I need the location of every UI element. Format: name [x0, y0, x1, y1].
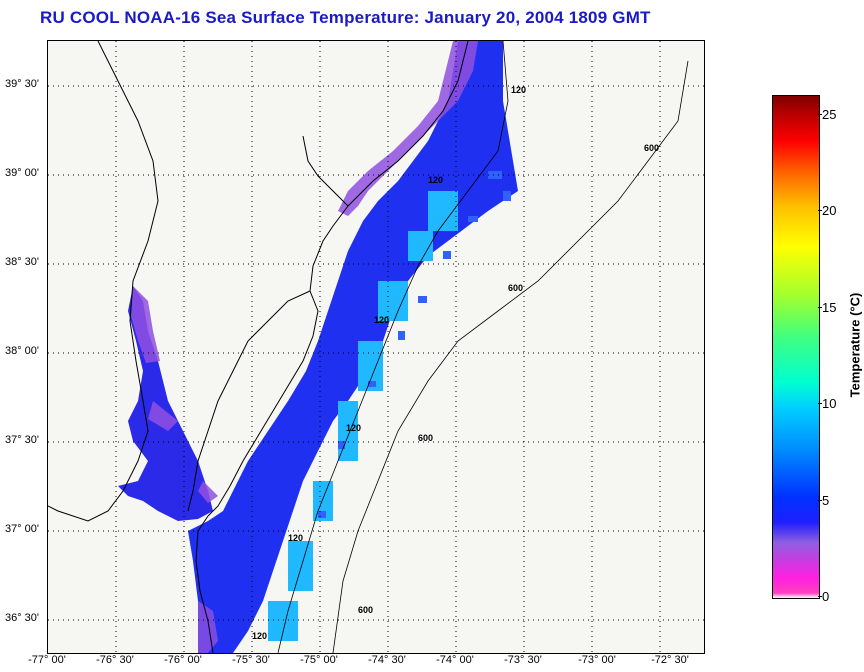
lon-label: -73° 00' — [578, 654, 616, 666]
sst-cold-fringe-bay — [131, 286, 218, 503]
isobath-label: 600 — [418, 433, 433, 443]
sst-map-canvas: 120 120 120 120 120 120 600 600 600 600 — [48, 41, 704, 653]
isobath-label: 120 — [346, 423, 361, 433]
colorbar-tick: 15 — [822, 300, 837, 315]
virginia-coast — [195, 515, 214, 653]
colorbar-tick: 25 — [822, 107, 837, 122]
isobath-labels: 120 120 120 120 120 120 600 600 600 600 — [252, 85, 659, 641]
lon-label: -74° 00' — [436, 654, 474, 666]
sst-coastal-water — [188, 41, 518, 653]
isobath-label: 600 — [644, 143, 659, 153]
sst-map: 120 120 120 120 120 120 600 600 600 600 — [47, 40, 705, 654]
colorbar-label: Temperature (°C) — [847, 292, 863, 398]
lon-label: -77° 00' — [28, 654, 66, 666]
lon-label: -76° 30' — [96, 654, 134, 666]
lon-label: -76° 00' — [164, 654, 202, 666]
delmarva-bay-shore — [187, 290, 311, 512]
lat-label: 37° 30' — [4, 434, 39, 446]
lon-label: -75° 30' — [232, 654, 270, 666]
lat-label: 39° 00' — [4, 167, 39, 179]
isobath-label: 120 — [374, 315, 389, 325]
isobath-label: 120 — [428, 175, 443, 185]
lon-label: -73° 30' — [504, 654, 542, 666]
isobath-label: 120 — [252, 631, 267, 641]
map-title: RU COOL NOAA-16 Sea Surface Temperature:… — [40, 8, 651, 27]
colorbar-tick: 5 — [822, 493, 830, 508]
sst-cold-fringe-north — [338, 41, 478, 216]
colorbar-tick: 10 — [822, 396, 837, 411]
lon-label: -72° 30' — [651, 654, 689, 666]
colorbar-tick: 20 — [822, 203, 837, 218]
lat-label: 36° 30' — [4, 612, 39, 624]
delmarva-coast — [207, 290, 319, 517]
isobath-label: 600 — [508, 283, 523, 293]
lat-label: 38° 00' — [4, 345, 39, 357]
lon-label: -74° 30' — [368, 654, 406, 666]
lon-label: -75° 00' — [300, 654, 338, 666]
colorbar-tick: 0 — [822, 589, 830, 604]
colorbar — [772, 95, 820, 599]
delaware-bay-shore — [302, 135, 349, 292]
sst-bay-water — [118, 286, 213, 521]
sst-cold-fringe-south — [198, 601, 218, 653]
lat-label: 38° 30' — [4, 256, 39, 268]
graticule — [48, 41, 704, 653]
isobath-600 — [332, 60, 689, 653]
isobath-label: 120 — [511, 85, 526, 95]
lat-label: 39° 30' — [4, 78, 39, 90]
western-shore — [48, 41, 159, 522]
sst-scatter-pixels — [318, 171, 511, 518]
isobath-label: 120 — [288, 533, 303, 543]
isobath-label: 600 — [358, 605, 373, 615]
lat-label: 37° 00' — [4, 523, 39, 535]
